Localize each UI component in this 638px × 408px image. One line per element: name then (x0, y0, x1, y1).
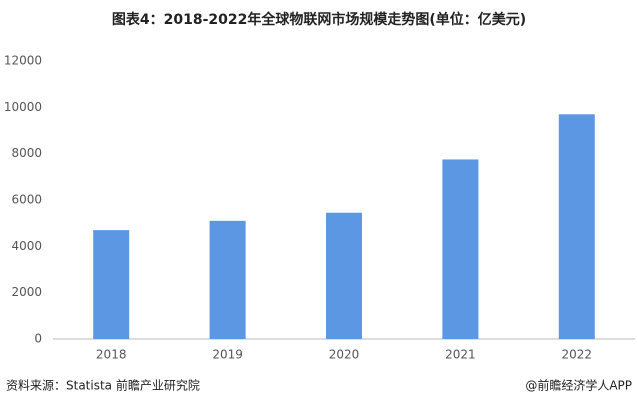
source-note: 资料来源：Statista 前瞻产业研究院 (6, 378, 200, 393)
x-tick-label: 2019 (212, 348, 243, 362)
x-tick-label: 2021 (445, 348, 476, 362)
y-tick-label: 0 (34, 332, 42, 346)
bar (442, 159, 479, 339)
y-tick-label: 12000 (4, 54, 42, 68)
bar (93, 230, 130, 339)
bar (326, 212, 362, 339)
chart-title: 图表4：2018-2022年全球物联网市场规模走势图(单位：亿美元) (112, 11, 526, 28)
credit: @前瞻经济学人APP (525, 378, 632, 393)
y-tick-label: 8000 (11, 146, 42, 160)
y-tick-label: 4000 (11, 239, 42, 253)
x-tick-label: 2018 (96, 348, 127, 362)
y-tick-label: 6000 (11, 193, 42, 207)
x-tick-label: 2020 (329, 348, 360, 362)
bar (209, 220, 246, 339)
y-tick-label: 10000 (4, 100, 42, 114)
y-tick-label: 2000 (11, 285, 42, 299)
x-tick-label: 2022 (562, 348, 593, 362)
bar (558, 114, 595, 340)
